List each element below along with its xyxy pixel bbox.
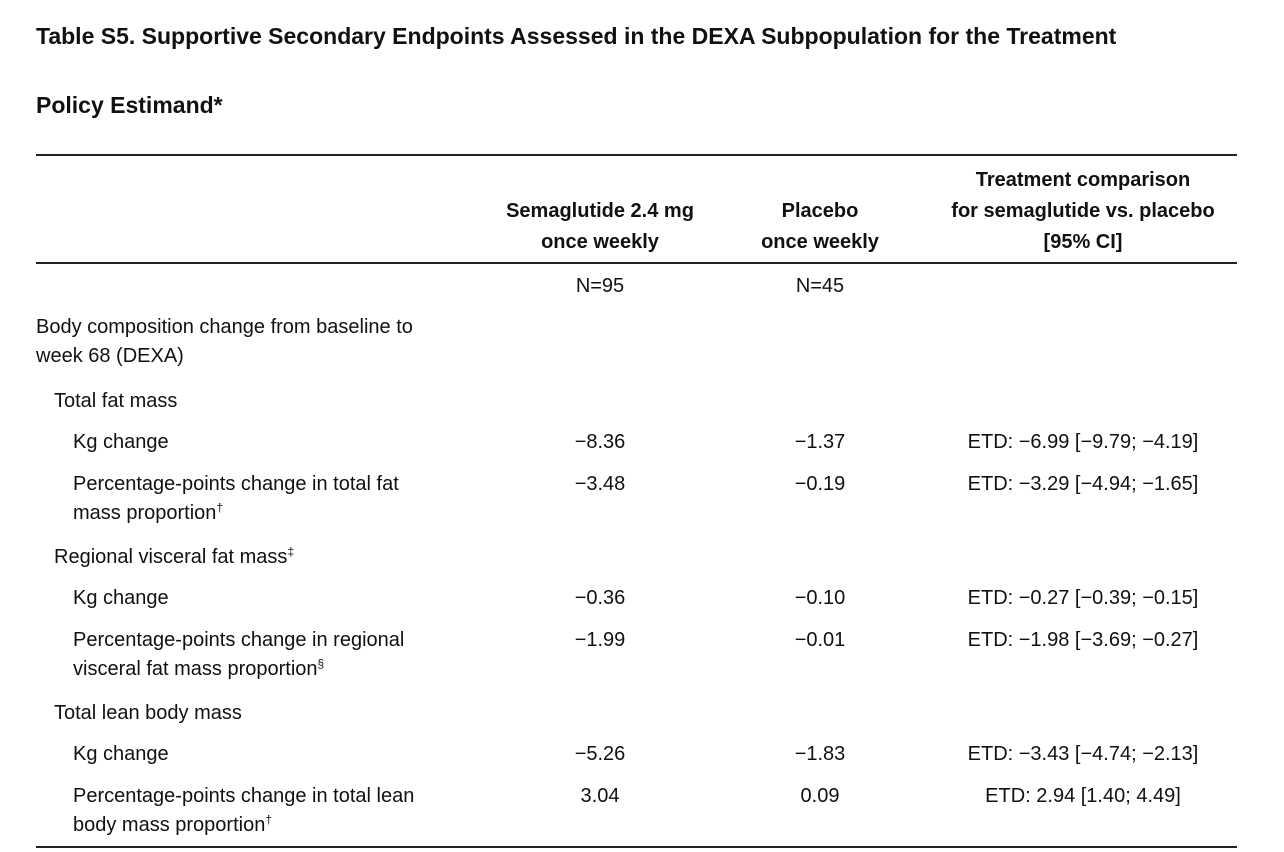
column-header-placebo-line-1: Placebo (781, 200, 859, 222)
top-rule (36, 154, 1237, 156)
value-visceral-fat-pct-placebo: −0.01 (794, 629, 846, 651)
row-label-total-fat-pct-line-2-text: mass proportion (73, 502, 217, 524)
column-header-comparison-line-3: [95% CI] (1043, 231, 1123, 253)
column-header-semaglutide-line-2: once weekly (541, 231, 659, 253)
row-label-lean-mass-kg: Kg change (73, 743, 169, 765)
column-header-placebo: Placebo once weekly (730, 196, 910, 258)
row-label-total-fat-kg: Kg change (73, 431, 169, 453)
count-semaglutide: N=95 (575, 275, 625, 297)
column-header-comparison-line-1: Treatment comparison (975, 169, 1191, 191)
row-label-lean-mass-pct-line-1: Percentage-points change in total lean (73, 785, 415, 807)
row-label-total-fat-pct: Percentage-points change in total fat ma… (73, 470, 399, 528)
footnote-mark-dagger: † (265, 812, 273, 827)
value-visceral-fat-kg-etd: ETD: −0.27 [−0.39; −0.15] (967, 587, 1199, 609)
value-visceral-fat-kg-placebo: −0.10 (794, 587, 846, 609)
group-label-total-fat: Total fat mass (54, 390, 178, 412)
row-label-visceral-fat-pct: Percentage-points change in regional vis… (73, 626, 404, 684)
value-lean-mass-pct-etd: ETD: 2.94 [1.40; 4.49] (985, 785, 1181, 807)
value-visceral-fat-pct-semaglutide: −1.99 (574, 629, 626, 651)
footnote-mark-section: § (317, 656, 325, 671)
value-total-fat-kg-etd: ETD: −6.99 [−9.79; −4.19] (967, 431, 1199, 453)
row-label-visceral-fat-kg: Kg change (73, 587, 169, 609)
bottom-rule (36, 846, 1237, 848)
value-total-fat-pct-semaglutide: −3.48 (574, 473, 626, 495)
header-rule (36, 262, 1237, 264)
row-label-lean-mass-pct-line-2: body mass proportion† (73, 811, 414, 840)
footnote-mark-double-dagger: ‡ (287, 544, 295, 559)
value-visceral-fat-kg-semaglutide: −0.36 (574, 587, 626, 609)
value-visceral-fat-pct-etd: ETD: −1.98 [−3.69; −0.27] (967, 629, 1199, 651)
row-label-visceral-fat-pct-line-2-text: visceral fat mass proportion (73, 658, 318, 680)
value-total-fat-pct-etd: ETD: −3.29 [−4.94; −1.65] (967, 473, 1199, 495)
row-label-visceral-fat-pct-line-1: Percentage-points change in regional (73, 629, 405, 651)
row-label-total-fat-pct-line-1: Percentage-points change in total fat (73, 473, 399, 495)
footnote-mark-dagger: † (216, 500, 224, 515)
row-label-lean-mass-pct: Percentage-points change in total lean b… (73, 782, 414, 840)
column-header-semaglutide-line-1: Semaglutide 2.4 mg (506, 200, 694, 222)
value-lean-mass-kg-etd: ETD: −3.43 [−4.74; −2.13] (967, 743, 1199, 765)
column-header-comparison: Treatment comparison for semaglutide vs.… (928, 165, 1238, 258)
value-lean-mass-kg-placebo: −1.83 (794, 743, 846, 765)
column-header-comparison-line-2: for semaglutide vs. placebo (951, 200, 1215, 222)
table-title-line-2: Policy Estimand* (36, 92, 223, 118)
column-header-semaglutide: Semaglutide 2.4 mg once weekly (480, 196, 720, 258)
value-total-fat-kg-semaglutide: −8.36 (574, 431, 626, 453)
section-label-line-1: Body composition change from baseline to (36, 316, 413, 338)
count-placebo: N=45 (795, 275, 845, 297)
value-total-fat-kg-placebo: −1.37 (794, 431, 846, 453)
section-label: Body composition change from baseline to… (36, 313, 413, 371)
group-label-visceral-fat: Regional visceral fat mass‡ (54, 543, 294, 572)
row-label-lean-mass-pct-line-2-text: body mass proportion (73, 814, 266, 836)
section-label-line-2: week 68 (DEXA) (36, 345, 184, 367)
value-lean-mass-kg-semaglutide: −5.26 (574, 743, 626, 765)
row-label-total-fat-pct-line-2: mass proportion† (73, 499, 399, 528)
column-header-placebo-line-2: once weekly (761, 231, 879, 253)
table-title-line-1: Table S5. Supportive Secondary Endpoints… (36, 23, 1117, 49)
value-lean-mass-pct-placebo: 0.09 (800, 785, 840, 807)
group-label-lean-mass: Total lean body mass (54, 702, 242, 724)
group-label-visceral-fat-text: Regional visceral fat mass (54, 546, 288, 568)
row-label-visceral-fat-pct-line-2: visceral fat mass proportion§ (73, 655, 404, 684)
value-total-fat-pct-placebo: −0.19 (794, 473, 846, 495)
value-lean-mass-pct-semaglutide: 3.04 (580, 785, 620, 807)
